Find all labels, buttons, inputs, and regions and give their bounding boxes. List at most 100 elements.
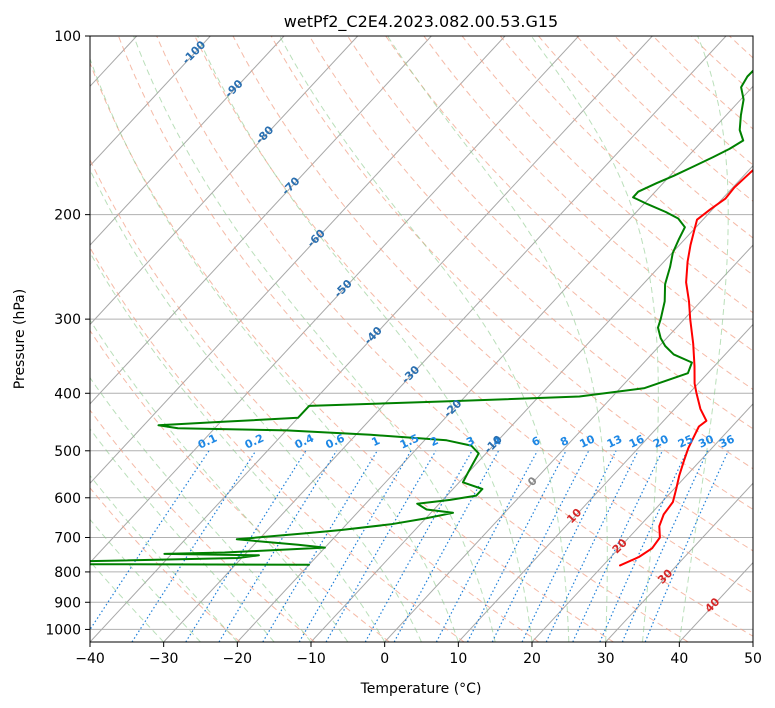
y-axis-ticks: 100 200 300 400 500 600 700 800 900 1000 bbox=[45, 29, 90, 638]
y-tick-label: 300 bbox=[54, 312, 81, 328]
isotherm-gridline bbox=[90, 36, 285, 246]
moist-adiabat bbox=[197, 36, 533, 642]
y-axis-label: Pressure (hPa) bbox=[12, 289, 28, 389]
y-tick-label: 800 bbox=[54, 565, 81, 581]
series-dewpoint-line bbox=[90, 69, 753, 566]
x-tick-label: 40 bbox=[670, 651, 688, 667]
mixing-ratio-line bbox=[491, 450, 590, 642]
mixing-ratio-line bbox=[185, 450, 307, 642]
isotherm-gridline bbox=[90, 36, 506, 484]
isotherm-gridline bbox=[236, 85, 753, 642]
y-tick-label: 600 bbox=[54, 491, 81, 507]
mixing-ratio-label: 0.4 bbox=[293, 431, 316, 451]
dry-adiabat bbox=[768, 36, 775, 642]
mixing-ratio-line bbox=[262, 450, 378, 642]
mixing-ratio-label: 13 bbox=[605, 432, 624, 450]
dry-adiabat bbox=[423, 36, 753, 352]
isotherm-gridline bbox=[90, 36, 359, 326]
y-tick-label: 400 bbox=[54, 386, 81, 402]
moist-adiabat bbox=[90, 57, 459, 642]
moist-adiabat bbox=[133, 36, 496, 642]
mixing-ratio-label: 25 bbox=[676, 432, 695, 450]
moist-adiabat bbox=[90, 251, 386, 642]
plot-frame bbox=[89, 35, 754, 643]
isotherm-gridline bbox=[384, 244, 753, 642]
dry-adiabat bbox=[347, 36, 753, 430]
line-labels: 0.1 0.2 0.4 0.6 1 1.5 2 3 4 6 8 10 13 16 20 25 30 36-100-… bbox=[180, 38, 737, 615]
dry-adiabat bbox=[90, 329, 390, 642]
mixing-ratio-line bbox=[435, 450, 538, 642]
moist-adiabat bbox=[90, 428, 275, 642]
dry-adiabat bbox=[90, 409, 316, 642]
moist-adiabat bbox=[387, 36, 608, 642]
dry-adiabat bbox=[90, 246, 465, 642]
dry-adiabat bbox=[729, 36, 753, 59]
isotherm-gridline bbox=[90, 36, 432, 405]
mixing-ratio-label: 16 bbox=[627, 432, 647, 450]
gridlines bbox=[0, 36, 753, 642]
mixing-ratio-line bbox=[90, 450, 210, 631]
isotherm-gridline bbox=[90, 36, 211, 167]
x-tick-label: 20 bbox=[523, 651, 541, 667]
mixing-ratio-label: 0.2 bbox=[243, 432, 266, 452]
moist-adiabat bbox=[90, 560, 165, 642]
chart-title: wetPf2_C2E4.2023.082.00.53.G15 bbox=[284, 12, 558, 32]
y-tick-label: 700 bbox=[54, 531, 81, 547]
dry-adiabat bbox=[90, 487, 241, 642]
dry-adiabat bbox=[652, 36, 753, 130]
series-temperature-line bbox=[619, 168, 753, 567]
moist-adiabat bbox=[90, 376, 312, 642]
isotherm-gridline bbox=[605, 482, 753, 642]
series-lines bbox=[90, 69, 753, 567]
mixing-ratio-label: 20 bbox=[651, 432, 671, 450]
dry-adiabat bbox=[614, 36, 753, 166]
dry-adiabat bbox=[270, 36, 753, 511]
dry-adiabat bbox=[118, 36, 689, 642]
moist-adiabat bbox=[90, 319, 349, 642]
isotherm-gridline bbox=[0, 36, 63, 642]
y-tick-label: 100 bbox=[54, 29, 81, 45]
moist-adiabat bbox=[678, 36, 729, 642]
background-lines bbox=[90, 36, 775, 642]
mixing-ratio-line bbox=[218, 450, 338, 642]
dry-adiabat bbox=[194, 36, 753, 594]
y-tick-label: 200 bbox=[54, 208, 81, 224]
x-axis-label: Temperature (°C) bbox=[360, 681, 482, 697]
x-tick-label: −20 bbox=[223, 651, 253, 667]
moist-adiabat bbox=[90, 474, 238, 642]
isotherm-gridline bbox=[90, 36, 580, 564]
isotherm-gridline bbox=[752, 641, 753, 642]
mixing-ratio-label: 30 bbox=[696, 432, 716, 450]
mixing-ratio-label: 6 bbox=[530, 434, 543, 449]
mixing-ratio-label: 2 bbox=[428, 434, 440, 449]
isotherm-gridline bbox=[457, 323, 753, 642]
mixing-ratio-label: 10 bbox=[578, 432, 598, 450]
x-tick-label: 30 bbox=[597, 651, 615, 667]
isotherm-gridline bbox=[678, 561, 753, 642]
x-tick-label: −30 bbox=[149, 651, 179, 667]
mixing-ratio-line bbox=[621, 450, 709, 642]
moist-adiabat bbox=[530, 36, 659, 642]
dry-adiabat bbox=[690, 36, 753, 94]
mixing-ratio-line bbox=[521, 450, 617, 642]
x-tick-label: 10 bbox=[449, 651, 467, 667]
dry-adiabat bbox=[232, 36, 753, 552]
x-tick-label: −40 bbox=[75, 651, 105, 667]
mixing-ratio-line bbox=[393, 450, 500, 642]
mixing-ratio-label: 8 bbox=[558, 434, 570, 449]
mixing-ratio-line bbox=[364, 450, 473, 642]
isotherm-gridline bbox=[531, 403, 753, 642]
dry-adiabat bbox=[576, 36, 753, 202]
isotherm-gridline bbox=[310, 164, 753, 642]
y-tick-label: 1000 bbox=[45, 622, 81, 638]
moist-adiabat bbox=[279, 36, 570, 642]
mixing-ratio-label: 1.5 bbox=[398, 432, 421, 452]
mixing-ratio-label: 3 bbox=[464, 434, 476, 449]
x-tick-label: −10 bbox=[296, 651, 326, 667]
mixing-ratio-line bbox=[644, 450, 729, 642]
mixing-ratio-label: 0.1 bbox=[196, 432, 219, 452]
dry-adiabat bbox=[499, 36, 753, 276]
y-tick-label: 900 bbox=[54, 595, 81, 611]
moist-adiabat bbox=[90, 518, 201, 642]
